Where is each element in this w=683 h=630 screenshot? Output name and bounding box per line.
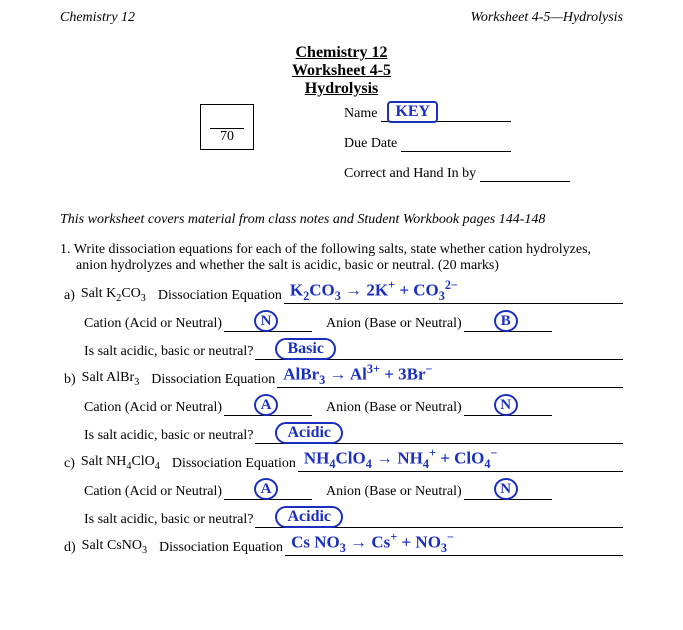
part-a-anion-blank: B xyxy=(464,312,552,332)
part-b-cation-blank: A xyxy=(224,396,312,416)
part-d-eq-blank: Cs NO3 → Cs+ + NO3− xyxy=(285,536,623,556)
diss-label: Dissociation Equation xyxy=(158,288,282,304)
part-a-cation: N xyxy=(254,310,278,332)
part-c-salt: Salt NH4ClO4 xyxy=(81,454,160,472)
name-label: Name xyxy=(344,106,377,122)
meta-row: 70 Name KEY Due Date Correct and Hand In… xyxy=(60,104,623,194)
due-blank xyxy=(401,134,511,152)
cation-label-c: Cation (Acid or Neutral) xyxy=(84,484,222,500)
part-b-letter: b) xyxy=(64,372,76,388)
score-box: 70 xyxy=(200,104,254,150)
part-a-nature-answer: Basic xyxy=(275,338,335,360)
part-d-eq: d) Salt CsNO3 Dissociation Equation Cs N… xyxy=(64,536,623,556)
part-d-letter: d) xyxy=(64,540,76,556)
cation-label-b: Cation (Acid or Neutral) xyxy=(84,400,222,416)
part-c-letter: c) xyxy=(64,456,75,472)
part-c-nature-blank: Acidic xyxy=(255,508,623,528)
anion-label: Anion (Base or Neutral) xyxy=(326,316,462,332)
part-b-nature: Is salt acidic, basic or neutral? Acidic xyxy=(64,424,623,444)
part-a-eq-answer: K2CO3 → 2K+ + CO32− xyxy=(290,278,458,304)
part-c-nature: Is salt acidic, basic or neutral? Acidic xyxy=(64,508,623,528)
part-c-nature-answer: Acidic xyxy=(275,506,343,528)
name-lines: Name KEY Due Date Correct and Hand In by xyxy=(344,104,570,194)
header-left: Chemistry 12 xyxy=(60,10,135,26)
title-line-3: Hydrolysis xyxy=(60,80,623,98)
part-b-anion-blank: N xyxy=(464,396,552,416)
part-b-nature-answer: Acidic xyxy=(275,422,343,444)
coverage-note: This worksheet covers material from clas… xyxy=(60,212,623,228)
part-c-eq: c) Salt NH4ClO4 Dissociation Equation NH… xyxy=(64,452,623,472)
part-a-letter: a) xyxy=(64,288,75,304)
cation-label: Cation (Acid or Neutral) xyxy=(84,316,222,332)
nature-label: Is salt acidic, basic or neutral? xyxy=(84,344,253,360)
part-c-cation: A xyxy=(254,478,278,500)
part-c-eq-answer: NH4ClO4 → NH4+ + ClO4− xyxy=(304,446,498,472)
diss-label-d: Dissociation Equation xyxy=(159,540,283,556)
correct-blank xyxy=(480,164,570,182)
part-a-nature-blank: Basic xyxy=(255,340,623,360)
part-a-ions: Cation (Acid or Neutral) N Anion (Base o… xyxy=(64,312,623,332)
part-b-anion: N xyxy=(494,394,518,416)
part-d-salt: Salt CsNO3 xyxy=(82,538,147,556)
page-header: Chemistry 12 Worksheet 4-5—Hydrolysis xyxy=(60,10,623,26)
anion-label-c: Anion (Base or Neutral) xyxy=(326,484,462,500)
nature-label-c: Is salt acidic, basic or neutral? xyxy=(84,512,253,528)
part-a-nature: Is salt acidic, basic or neutral? Basic xyxy=(64,340,623,360)
worksheet-page: Chemistry 12 Worksheet 4-5—Hydrolysis Ch… xyxy=(0,0,683,556)
nature-label-b: Is salt acidic, basic or neutral? xyxy=(84,428,253,444)
header-right: Worksheet 4-5—Hydrolysis xyxy=(470,10,623,26)
title-line-2: Worksheet 4-5 xyxy=(60,62,623,80)
part-b-cation: A xyxy=(254,394,278,416)
part-a-salt: Salt K2CO3 xyxy=(81,286,146,304)
part-a-eq: a) Salt K2CO3 Dissociation Equation K2CO… xyxy=(64,284,623,304)
part-b-ions: Cation (Acid or Neutral) A Anion (Base o… xyxy=(64,396,623,416)
title-line-1: Chemistry 12 xyxy=(60,44,623,62)
title-block: Chemistry 12 Worksheet 4-5 Hydrolysis xyxy=(60,44,623,98)
part-b-eq: b) Salt AlBr3 Dissociation Equation AlBr… xyxy=(64,368,623,388)
score-value: 70 xyxy=(210,128,244,145)
diss-label-b: Dissociation Equation xyxy=(151,372,275,388)
part-b-eq-answer: AlBr3 → Al3+ + 3Br− xyxy=(283,362,432,388)
part-c-cation-blank: A xyxy=(224,480,312,500)
part-a-anion: B xyxy=(494,310,518,332)
part-c-anion: N xyxy=(494,478,518,500)
part-b-eq-blank: AlBr3 → Al3+ + 3Br− xyxy=(277,368,623,388)
part-c-anion-blank: N xyxy=(464,480,552,500)
due-label: Due Date xyxy=(344,136,397,152)
question-1: 1. Write dissociation equations for each… xyxy=(60,242,623,274)
part-d-eq-answer: Cs NO3 → Cs+ + NO3− xyxy=(291,530,454,556)
correct-label: Correct and Hand In by xyxy=(344,166,476,182)
diss-label-c: Dissociation Equation xyxy=(172,456,296,472)
part-b-salt: Salt AlBr3 xyxy=(82,370,140,388)
anion-label-b: Anion (Base or Neutral) xyxy=(326,400,462,416)
part-b-nature-blank: Acidic xyxy=(255,424,623,444)
name-blank: KEY xyxy=(381,104,511,122)
part-a-eq-blank: K2CO3 → 2K+ + CO32− xyxy=(284,284,623,304)
part-a-cation-blank: N xyxy=(224,312,312,332)
part-c-eq-blank: NH4ClO4 → NH4+ + ClO4− xyxy=(298,452,623,472)
name-value: KEY xyxy=(387,101,438,123)
part-c-ions: Cation (Acid or Neutral) A Anion (Base o… xyxy=(64,480,623,500)
